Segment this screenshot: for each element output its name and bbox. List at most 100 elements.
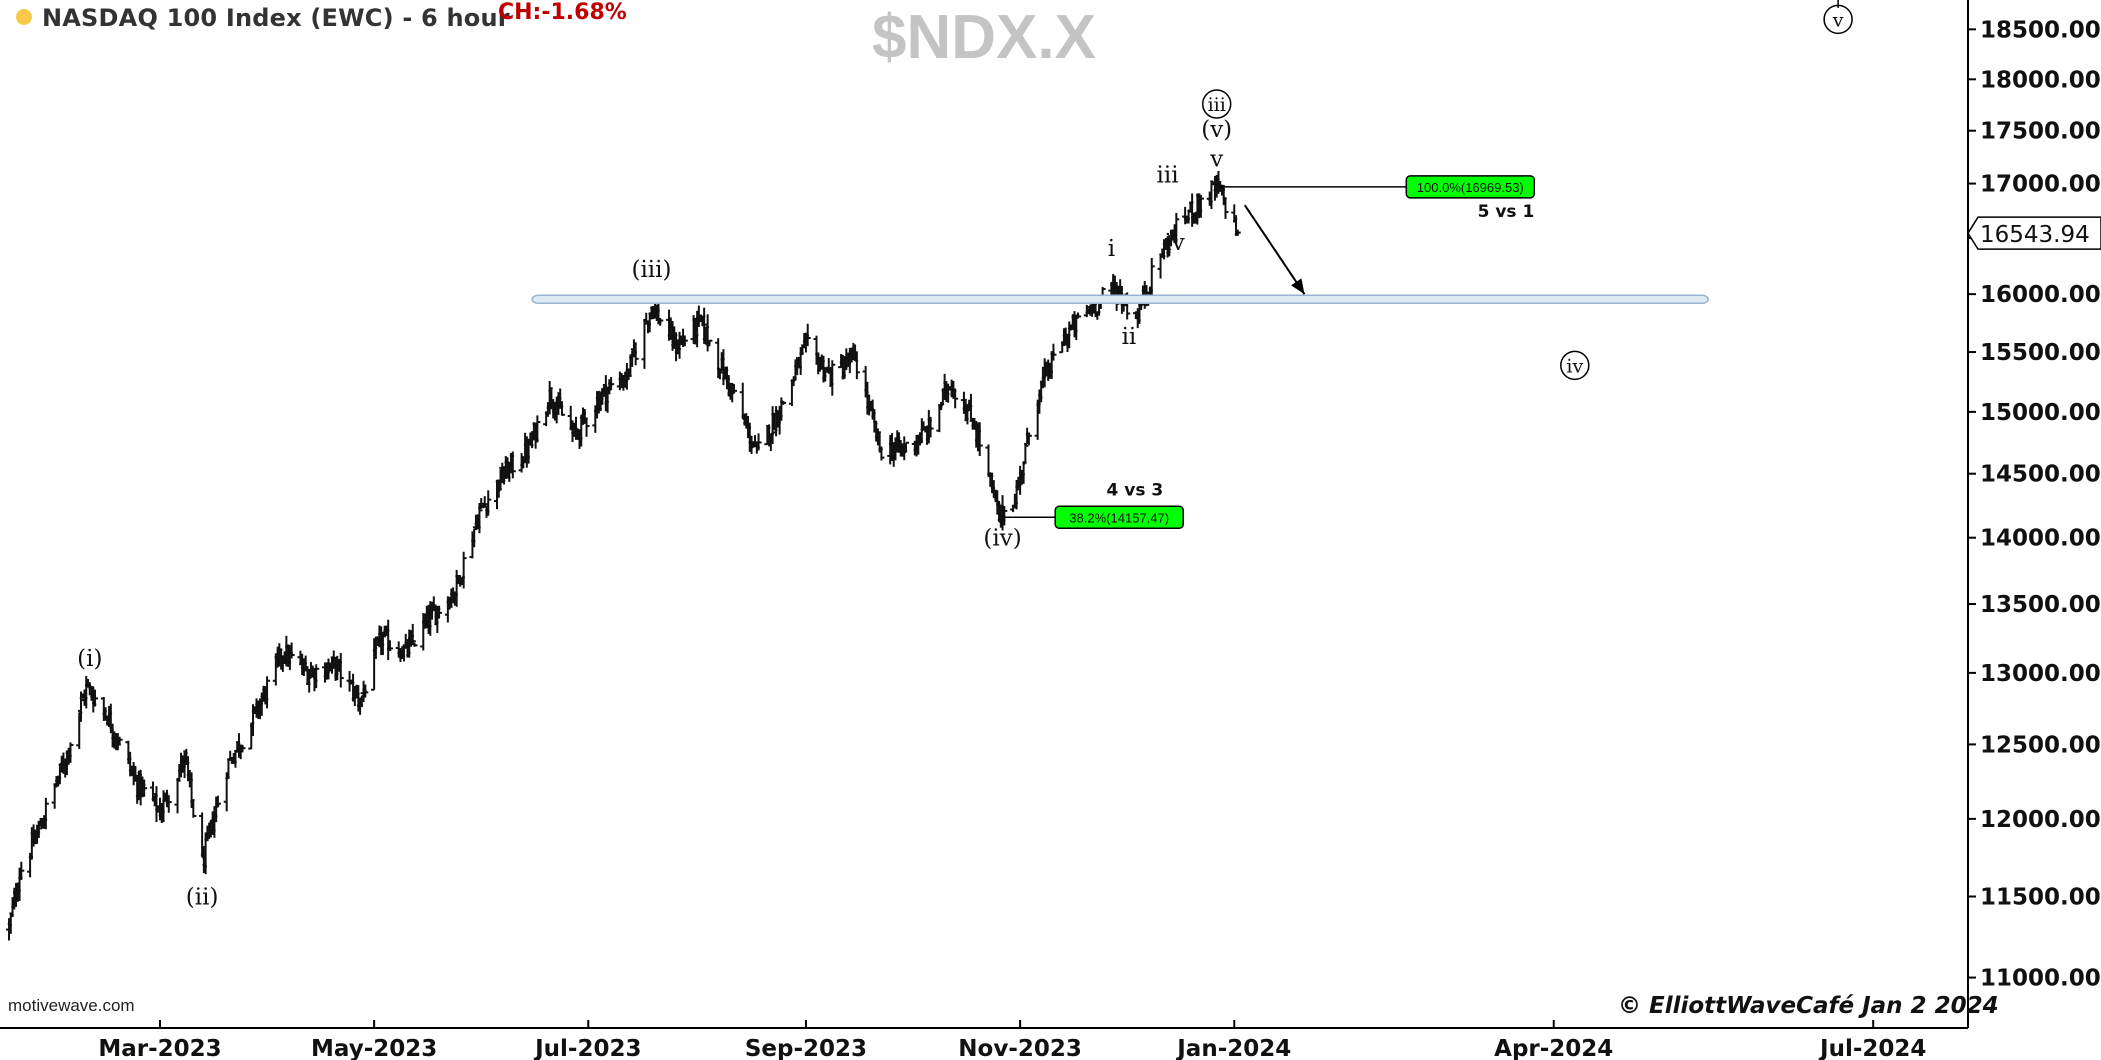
ohlc-bar xyxy=(927,416,934,438)
ohlc-bar xyxy=(952,388,959,409)
y-tick-label: 14500.00 xyxy=(1980,462,2101,488)
ohlc-bar xyxy=(1148,257,1155,299)
ohlc-bar xyxy=(853,351,860,380)
ohlc-bar xyxy=(77,691,84,722)
wave-label: iv xyxy=(1164,230,1184,256)
wave-label: (ii) xyxy=(186,884,219,910)
ohlc-bar xyxy=(673,332,680,362)
status-dot-icon xyxy=(16,9,32,25)
y-tick-label: 18000.00 xyxy=(1980,67,2101,93)
last-price-label: 16543.94 xyxy=(1980,222,2090,248)
ohlc-bar xyxy=(385,619,392,661)
y-tick-label: 11500.00 xyxy=(1980,884,2101,910)
y-tick-label: 12500.00 xyxy=(1980,732,2101,758)
ohlc-bar xyxy=(288,642,295,659)
fib-level-label: 38.2%(14157.47) xyxy=(1069,510,1169,525)
y-tick-label: 17000.00 xyxy=(1980,172,2101,198)
wave-label: (iv) xyxy=(983,526,1021,552)
ohlc-bar xyxy=(264,676,271,709)
x-tick-label: Mar-2023 xyxy=(98,1036,221,1060)
price-change: CH:-1.68% xyxy=(498,0,627,25)
x-tick-label: May-2023 xyxy=(311,1036,437,1060)
wave-label: i xyxy=(1108,236,1115,262)
ohlc-bar xyxy=(1050,343,1057,361)
x-tick-label: Jul-2024 xyxy=(1818,1036,1926,1060)
ohlc-bar xyxy=(485,490,492,516)
ohlc-bar xyxy=(460,551,467,589)
y-tick-label: 15500.00 xyxy=(1980,340,2101,366)
ohlc-bar xyxy=(657,317,664,326)
symbol-watermark: $NDX.X xyxy=(872,3,1096,72)
y-tick-label: 12000.00 xyxy=(1980,807,2101,833)
wave-label: iii xyxy=(1208,94,1226,116)
y-tick-label: 17500.00 xyxy=(1980,119,2101,145)
ohlc-bar xyxy=(1222,196,1229,219)
ohlc-bar xyxy=(190,800,197,818)
y-tick-label: 18500.00 xyxy=(1980,17,2101,43)
ohlc-bar xyxy=(985,444,992,477)
ohlc-bar xyxy=(903,441,910,454)
y-tick-label: 15000.00 xyxy=(1980,400,2101,426)
ohlc-bar xyxy=(214,795,221,808)
y-tick-label: 13500.00 xyxy=(1980,592,2101,618)
ohlc-bar xyxy=(1022,444,1029,465)
ohlc-bar xyxy=(337,652,344,688)
ohlc-bar xyxy=(534,415,541,443)
ohlc-bar xyxy=(239,744,246,753)
ohlc-bar xyxy=(313,664,320,689)
y-tick-label: 11000.00 xyxy=(1980,966,2101,992)
ohlc-bar xyxy=(1001,505,1008,526)
wave-label: ii xyxy=(1122,324,1137,350)
wave-label: v xyxy=(1209,146,1223,172)
wave-label: iv xyxy=(1566,355,1583,377)
ohlc-bar xyxy=(67,742,74,763)
wave-label-circle xyxy=(1201,89,1232,119)
ohlc-bar xyxy=(30,824,37,847)
ohlc-bar xyxy=(51,783,58,809)
ohlc-bar xyxy=(878,446,885,461)
chart-annotations: 100.0%(16969.53) 5 vs 1 38.2%(14157.47) 4 v… xyxy=(77,0,1853,910)
fib-level-box xyxy=(1405,175,1536,199)
last-price-callout xyxy=(1967,216,2101,250)
x-tick-label: Nov-2023 xyxy=(958,1036,1082,1060)
ohlc-bar xyxy=(780,400,787,405)
ohlc-bar xyxy=(1025,433,1032,446)
ohlc-bar xyxy=(362,684,369,698)
fib-level-note: 4 vs 3 xyxy=(1107,480,1164,500)
ohlc-bar xyxy=(558,401,565,416)
wave-label-circle xyxy=(1560,350,1590,381)
ohlc-bar xyxy=(174,777,181,814)
ohlc-bar xyxy=(583,418,590,437)
ohlc-bar xyxy=(641,318,648,369)
ohlc-bar xyxy=(1013,479,1020,510)
ohlc-bar xyxy=(436,605,443,619)
ohlc-bar xyxy=(1173,212,1180,244)
fib-level-box xyxy=(1054,505,1184,530)
resistance-zone xyxy=(531,294,1709,305)
ohlc-bar xyxy=(471,528,478,548)
ohlc-bar xyxy=(165,795,172,813)
x-tick-label: Apr-2024 xyxy=(1494,1036,1613,1060)
y-tick-label: 13000.00 xyxy=(1980,661,2101,687)
ohlc-bar xyxy=(153,786,160,823)
ohlc-bar xyxy=(730,383,737,395)
ohlc-bar xyxy=(1075,312,1082,319)
ohlc-bar xyxy=(755,433,762,451)
ohlc-bar xyxy=(829,360,836,396)
ohlc-bar xyxy=(116,736,123,745)
ohlc-bar xyxy=(1194,193,1201,225)
ohlc-bar xyxy=(608,377,615,391)
ohlc-bar xyxy=(1197,194,1204,218)
price-bars xyxy=(6,170,1241,941)
ohlc-bar xyxy=(141,779,148,797)
ohlc-bar xyxy=(509,451,516,479)
chart-title: NASDAQ 100 Index (EWC) - 6 hour xyxy=(42,4,510,32)
y-tick-label: 14000.00 xyxy=(1980,526,2101,552)
wave-label: (iii) xyxy=(631,257,671,283)
ohlc-bar xyxy=(411,642,418,647)
ohlc-bar xyxy=(18,861,25,880)
copyright-credit: © ElliottWaveCafé Jan 2 2024 xyxy=(1618,993,1999,1019)
wave-label: (v) xyxy=(1201,117,1232,143)
